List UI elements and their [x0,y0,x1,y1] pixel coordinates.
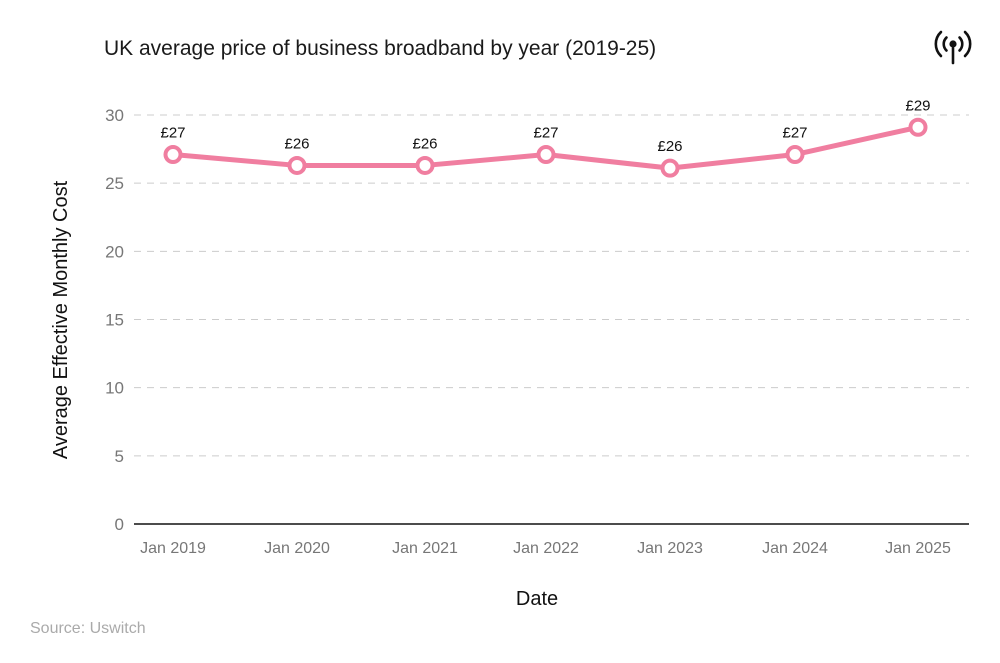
data-label: £26 [657,138,682,155]
x-tick-label: Jan 2019 [140,540,206,557]
data-point [536,145,556,165]
data-label: £27 [533,125,558,142]
data-point [415,155,435,175]
data-label: £29 [905,97,930,114]
data-labels: £27 £26 £26 £27 £26 £27 £29 [160,97,930,155]
y-tick-label: 20 [105,242,124,261]
data-label: £26 [412,135,437,152]
data-point [785,145,805,165]
y-tick-label: 30 [105,106,124,125]
y-tick-label: 5 [115,447,124,466]
x-axis-ticks: Jan 2019 Jan 2020 Jan 2021 Jan 2022 Jan 2023… [140,540,951,557]
data-label: £26 [284,135,309,152]
y-tick-label: 25 [105,174,124,193]
x-tick-label: Jan 2022 [513,540,579,557]
broadcast-signal-icon [934,30,972,65]
data-point [287,155,307,175]
x-tick-label: Jan 2020 [264,540,330,557]
x-tick-label: Jan 2021 [392,540,458,557]
gridlines [134,114,969,457]
y-tick-label: 0 [115,515,124,534]
data-point [163,145,183,165]
x-tick-label: Jan 2023 [637,540,703,557]
x-tick-label: Jan 2024 [762,540,828,557]
y-axis-label: Average Effective Monthly Cost [50,180,72,459]
series-line [163,117,928,178]
y-axis-ticks: 0 5 10 15 20 25 30 [105,106,124,534]
data-point [908,117,928,137]
y-tick-label: 15 [105,311,124,330]
x-axis-label: Date [516,588,558,610]
chart-title: UK average price of business broadband b… [104,37,656,60]
data-label: £27 [160,125,185,142]
data-label: £27 [782,125,807,142]
y-tick-label: 10 [105,379,124,398]
source-note: Source: Uswitch [30,620,146,637]
x-tick-label: Jan 2025 [885,540,951,557]
data-point [660,158,680,178]
